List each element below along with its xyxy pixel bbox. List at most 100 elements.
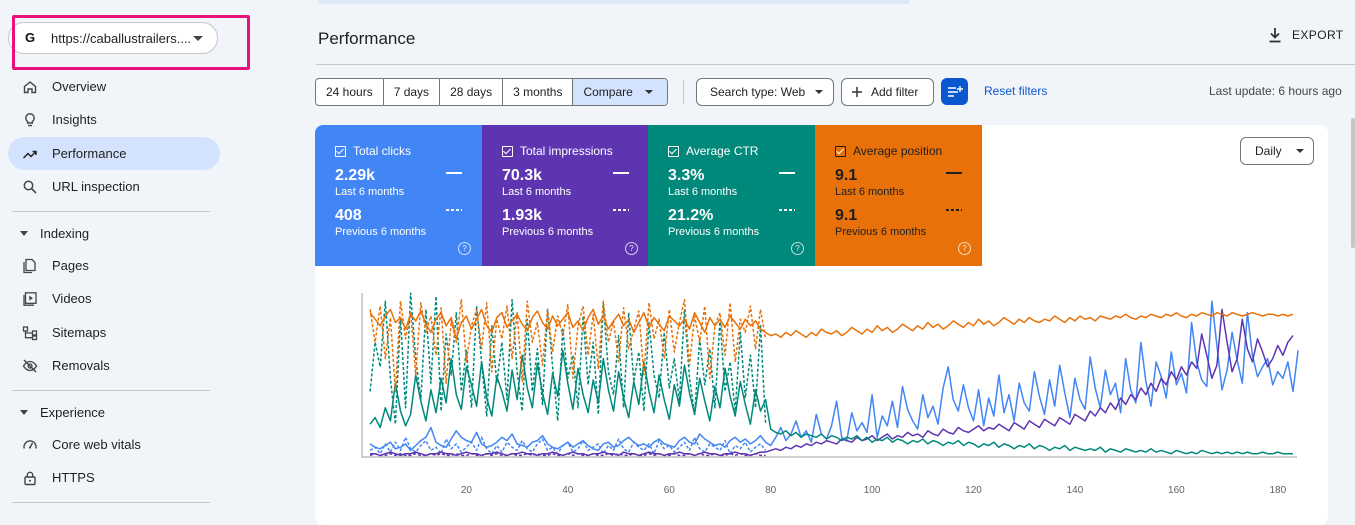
series-line-3 xyxy=(369,452,766,457)
chevron-down-icon xyxy=(1295,149,1304,153)
lock-icon xyxy=(22,470,38,486)
collapse-caret-icon xyxy=(20,231,28,236)
search-bar-edge xyxy=(318,0,910,4)
granularity-dropdown[interactable]: Daily xyxy=(1240,137,1314,165)
sidebar-item-label: HTTPS xyxy=(52,470,95,485)
x-tick-label: 80 xyxy=(765,485,777,496)
metric-label: Total clicks xyxy=(353,144,412,158)
sidebar-item-https[interactable]: HTTPS xyxy=(8,461,220,494)
sidebar-item-videos[interactable]: Videos xyxy=(8,282,220,315)
metric-current-value: 70.3k xyxy=(502,167,543,184)
metric-average-position[interactable]: Average position 9.1 Last 6 months 9.1 P… xyxy=(815,125,982,266)
metric-average-ctr[interactable]: Average CTR 3.3% Last 6 months 21.2% Pre… xyxy=(648,125,815,266)
download-icon xyxy=(1269,28,1281,43)
help-icon[interactable]: ? xyxy=(791,242,804,255)
reset-filters-link[interactable]: Reset filters xyxy=(984,84,1048,98)
chart-axis xyxy=(361,293,1297,458)
series-line-6 xyxy=(369,308,1294,340)
dashed-line-legend-icon xyxy=(446,209,462,211)
search-type-label: Search type: Web xyxy=(710,85,806,99)
metric-current-period: Last 6 months xyxy=(668,186,738,198)
series-line-1 xyxy=(369,436,767,455)
range-7-days[interactable]: 7 days xyxy=(384,79,441,105)
series-line-0 xyxy=(369,300,1299,452)
checkbox-icon[interactable] xyxy=(835,145,846,157)
chevron-down-icon xyxy=(644,90,653,94)
filter-icon xyxy=(947,85,963,97)
property-url: https://caballustrailers.... xyxy=(51,30,192,46)
sidebar-item-label: Performance xyxy=(52,146,127,161)
metric-current-period: Last 6 months xyxy=(335,186,405,198)
solid-line-legend-icon xyxy=(946,172,962,174)
section-indexing[interactable]: Indexing xyxy=(20,226,89,241)
metric-current-value: 2.29k xyxy=(335,167,376,184)
page-scrollbar[interactable] xyxy=(1351,118,1355,248)
sidebar-item-label: URL inspection xyxy=(52,179,140,194)
chevron-down-icon xyxy=(815,90,824,94)
sidebar-item-performance[interactable]: Performance xyxy=(8,137,220,170)
checkbox-icon[interactable] xyxy=(335,145,346,157)
compare-dropdown[interactable]: Compare xyxy=(573,79,667,105)
sitemap-icon xyxy=(22,325,38,341)
lightbulb-icon xyxy=(22,112,38,128)
compare-label: Compare xyxy=(583,85,633,99)
sidebar-divider xyxy=(12,211,210,212)
sidebar-item-url-inspection[interactable]: URL inspection xyxy=(8,170,220,203)
sidebar-item-core-web-vitals[interactable]: Core web vitals xyxy=(8,428,220,461)
metric-total-impressions[interactable]: Total impressions 70.3k Last 6 months 1.… xyxy=(482,125,649,266)
sidebar-item-overview[interactable]: Overview xyxy=(8,70,220,103)
search-type-dropdown[interactable]: Search type: Web xyxy=(696,78,834,106)
property-selector[interactable]: G https://caballustrailers.... xyxy=(8,22,218,54)
x-tick-label: 60 xyxy=(664,485,676,496)
x-tick-label: 40 xyxy=(562,485,574,496)
checkbox-icon[interactable] xyxy=(502,145,513,157)
export-button[interactable]: EXPORT xyxy=(1268,27,1344,43)
series-line-2 xyxy=(370,308,1294,457)
metric-previous-period: Previous 6 months xyxy=(335,226,427,238)
section-label: Experience xyxy=(40,405,106,420)
sidebar-item-label: Pages xyxy=(52,258,89,273)
metric-label: Average CTR xyxy=(686,144,759,158)
granularity-label: Daily xyxy=(1255,144,1282,158)
metric-previous-period: Previous 6 months xyxy=(502,226,594,238)
sidebar-item-insights[interactable]: Insights xyxy=(8,103,220,136)
property-logo-icon: G xyxy=(25,30,36,45)
sidebar-item-label: Videos xyxy=(52,291,92,306)
performance-line-chart: 20 40 60 80 100 120 140 160 180 xyxy=(361,292,1299,496)
sidebar-divider xyxy=(12,502,210,503)
help-icon[interactable]: ? xyxy=(458,242,471,255)
help-icon[interactable]: ? xyxy=(958,242,971,255)
series-line-7 xyxy=(369,298,767,393)
add-filter-button[interactable]: Add filter xyxy=(841,78,934,106)
x-tick-label: 180 xyxy=(1269,485,1286,496)
solid-line-legend-icon xyxy=(613,172,629,174)
section-label: Indexing xyxy=(40,226,90,241)
sidebar-item-label: Removals xyxy=(52,358,110,373)
metric-label: Total impressions xyxy=(520,144,613,158)
date-range-group: 24 hours 7 days 28 days 3 months Compare xyxy=(315,78,668,106)
export-label: EXPORT xyxy=(1292,28,1344,42)
sidebar: G https://caballustrailers.... Overview … xyxy=(0,0,250,512)
metric-current-value: 9.1 xyxy=(835,167,858,184)
gauge-icon xyxy=(22,437,38,453)
sidebar-item-removals[interactable]: Removals xyxy=(8,349,220,382)
chevron-down-icon xyxy=(193,36,203,41)
page-title: Performance xyxy=(318,29,416,48)
pages-icon xyxy=(22,258,38,274)
help-icon[interactable]: ? xyxy=(625,242,638,255)
metric-previous-value: 408 xyxy=(335,207,362,224)
checkbox-icon[interactable] xyxy=(668,145,679,157)
filter-settings-button[interactable] xyxy=(941,78,968,105)
sidebar-item-sitemaps[interactable]: Sitemaps xyxy=(8,316,220,349)
metric-current-period: Last 6 months xyxy=(502,186,572,198)
section-experience[interactable]: Experience xyxy=(20,405,105,420)
toolbar-separator xyxy=(683,80,684,104)
sidebar-item-pages[interactable]: Pages xyxy=(8,249,220,282)
range-24-hours[interactable]: 24 hours xyxy=(316,79,384,105)
sidebar-divider xyxy=(12,390,210,391)
metric-total-clicks[interactable]: Total clicks 2.29k Last 6 months 408 Pre… xyxy=(315,125,482,266)
range-28-days[interactable]: 28 days xyxy=(440,79,504,105)
range-3-months[interactable]: 3 months xyxy=(503,79,574,105)
plus-icon xyxy=(852,87,862,97)
dashed-line-legend-icon xyxy=(946,209,962,211)
